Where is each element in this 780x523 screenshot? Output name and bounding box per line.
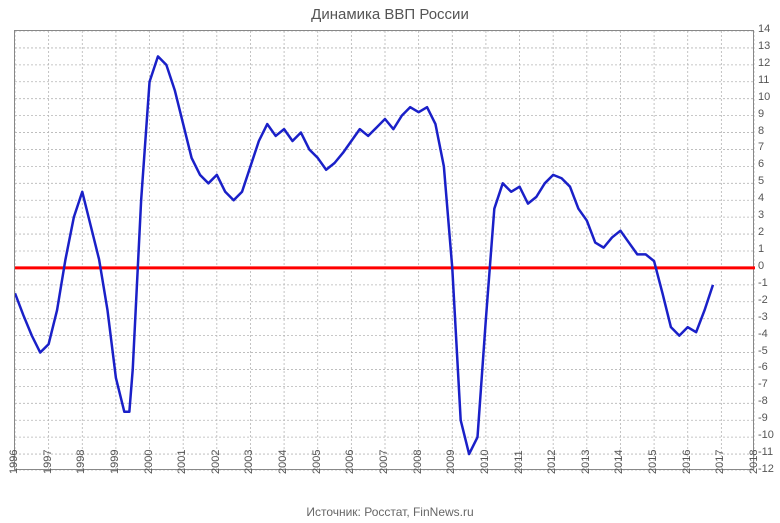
y-tick-label: -10 [758,429,774,441]
y-tick-label: -5 [758,345,768,357]
y-tick-label: -11 [758,446,773,458]
y-tick-label: -1 [758,277,768,289]
y-tick-label: -3 [758,311,768,323]
x-tick-label: 2002 [210,450,222,474]
x-tick-label: 2012 [546,450,558,474]
x-tick-label: 2007 [378,450,390,474]
x-tick-label: 2008 [412,450,424,474]
y-tick-label: 13 [758,40,770,52]
y-tick-label: -4 [758,328,768,340]
plot-area [14,30,754,470]
y-tick-label: -6 [758,361,768,373]
x-tick-label: 2004 [277,450,289,474]
x-tick-label: 2000 [143,450,155,474]
y-tick-label: 12 [758,57,770,69]
y-tick-label: 0 [758,260,764,272]
y-tick-label: 5 [758,175,764,187]
y-tick-label: -9 [758,412,768,424]
y-tick-label: -2 [758,294,768,306]
y-tick-label: 11 [758,74,769,86]
x-tick-label: 2013 [580,450,592,474]
x-tick-label: 2005 [311,450,323,474]
x-tick-label: 1999 [109,450,121,474]
chart-title: Динамика ВВП России [0,6,780,23]
x-tick-label: 1996 [8,450,20,474]
y-tick-label: 7 [758,141,764,153]
y-tick-label: -12 [758,463,774,475]
x-tick-label: 2018 [748,450,760,474]
x-tick-label: 2009 [445,450,457,474]
x-tick-label: 2016 [681,450,693,474]
chart-container: Динамика ВВП России -12-11-10-9-8-7-6-5-… [0,0,780,523]
y-tick-label: -8 [758,395,768,407]
x-tick-label: 2015 [647,450,659,474]
y-tick-label: 8 [758,125,764,137]
x-tick-label: 2014 [613,450,625,474]
y-tick-label: 6 [758,158,764,170]
x-tick-label: 2006 [344,450,356,474]
y-tick-label: 3 [758,209,764,221]
x-tick-label: 2017 [714,450,726,474]
x-tick-label: 2011 [513,450,525,474]
chart-source: Источник: Росстат, FinNews.ru [0,505,780,519]
x-tick-label: 2001 [176,450,188,474]
y-tick-label: 10 [758,91,770,103]
x-tick-label: 1998 [75,450,87,474]
y-tick-label: 9 [758,108,764,120]
y-tick-label: 4 [758,192,764,204]
y-tick-label: 14 [758,23,770,35]
x-tick-label: 2010 [479,450,491,474]
y-tick-label: 1 [758,243,764,255]
x-tick-label: 1997 [42,450,54,474]
x-tick-label: 2003 [243,450,255,474]
y-tick-label: -7 [758,378,768,390]
plot-svg [15,31,755,471]
y-tick-label: 2 [758,226,764,238]
